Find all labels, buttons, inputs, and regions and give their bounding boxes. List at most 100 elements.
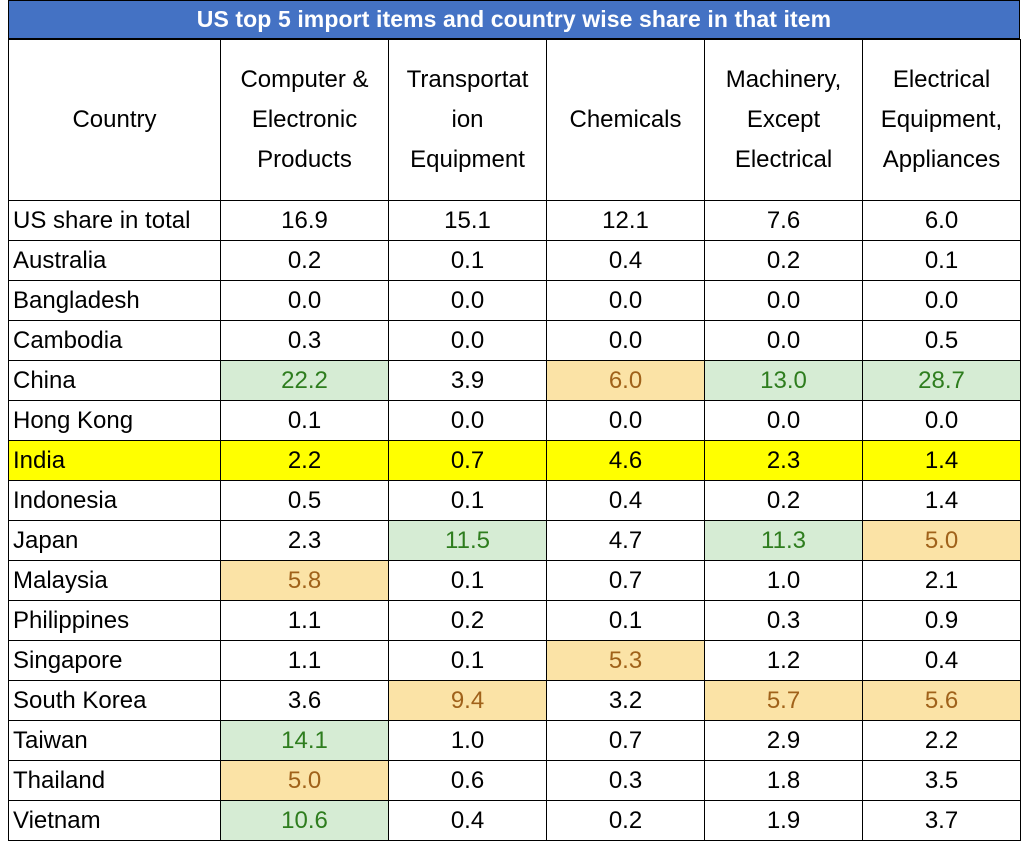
data-table-container: US top 5 import items and country wise s…: [8, 0, 1021, 841]
column-header-line: Except: [746, 106, 821, 133]
value-cell: 12.1: [546, 200, 705, 241]
value-cell: 1.2: [704, 640, 863, 681]
country-cell: Japan: [8, 520, 221, 561]
value-cell: 2.3: [704, 440, 863, 481]
value-cell: 28.7: [862, 360, 1021, 401]
country-cell: Philippines: [8, 600, 221, 641]
value-cell: 5.6: [862, 680, 1021, 721]
value-cell: 0.6: [388, 760, 547, 801]
country-cell: Cambodia: [8, 320, 221, 361]
value-cell: 9.4: [388, 680, 547, 721]
value-cell: 5.3: [546, 640, 705, 681]
value-cell: 0.0: [862, 280, 1021, 321]
column-header-line: Transportat: [406, 66, 529, 93]
value-cell: 0.2: [388, 600, 547, 641]
column-header-line: Computer &: [240, 66, 369, 93]
value-cell: 3.2: [546, 680, 705, 721]
country-cell: Bangladesh: [8, 280, 221, 321]
country-cell: India: [8, 440, 221, 481]
value-cell: 11.5: [388, 520, 547, 561]
value-cell: 1.0: [388, 720, 547, 761]
value-cell: 0.0: [862, 400, 1021, 441]
value-cell: 0.3: [546, 760, 705, 801]
value-cell: 0.1: [388, 640, 547, 681]
value-cell: 0.0: [704, 320, 863, 361]
country-cell: Hong Kong: [8, 400, 221, 441]
column-header-line: Electronic: [251, 106, 358, 133]
value-cell: 3.7: [862, 800, 1021, 841]
table-row: India 2.2 0.7 4.6 2.3 1.4: [8, 440, 1021, 481]
country-cell: Vietnam: [8, 800, 221, 841]
country-cell: Australia: [8, 240, 221, 281]
country-cell: Singapore: [8, 640, 221, 681]
value-cell: 0.2: [546, 800, 705, 841]
column-header: Transportat ion Equipment: [388, 39, 547, 201]
value-cell: 5.8: [220, 560, 389, 601]
value-cell: 0.0: [704, 400, 863, 441]
value-cell: 22.2: [220, 360, 389, 401]
value-cell: 0.1: [862, 240, 1021, 281]
table-row: Australia 0.2 0.1 0.4 0.2 0.1: [8, 240, 1021, 281]
table-row: Japan 2.3 11.5 4.7 11.3 5.0: [8, 520, 1021, 561]
column-header: Computer & Electronic Products: [220, 39, 389, 201]
import-share-table: Country Computer & Electronic Products Trans…: [8, 39, 1021, 841]
value-cell: 5.0: [220, 760, 389, 801]
value-cell: 0.4: [862, 640, 1021, 681]
column-header-line: Equipment: [410, 146, 525, 173]
column-header-line: Machinery,: [725, 66, 842, 93]
value-cell: 2.9: [704, 720, 863, 761]
value-cell: 14.1: [220, 720, 389, 761]
value-cell: 0.0: [220, 280, 389, 321]
value-cell: 0.7: [546, 720, 705, 761]
value-cell: 2.1: [862, 560, 1021, 601]
table-title: US top 5 import items and country wise s…: [8, 0, 1020, 39]
value-cell: 0.3: [220, 320, 389, 361]
value-cell: 5.0: [862, 520, 1021, 561]
value-cell: 0.0: [388, 400, 547, 441]
country-cell: US share in total: [8, 200, 221, 241]
value-cell: 5.7: [704, 680, 863, 721]
value-cell: 0.1: [388, 480, 547, 521]
value-cell: 2.3: [220, 520, 389, 561]
value-cell: 1.8: [704, 760, 863, 801]
value-cell: 2.2: [862, 720, 1021, 761]
country-cell: Malaysia: [8, 560, 221, 601]
column-header: Country: [8, 39, 221, 201]
table-row: Taiwan 14.1 1.0 0.7 2.9 2.2: [8, 720, 1021, 761]
value-cell: 1.1: [220, 600, 389, 641]
country-cell: Taiwan: [8, 720, 221, 761]
value-cell: 0.4: [546, 240, 705, 281]
table-row: Thailand 5.0 0.6 0.3 1.8 3.5: [8, 760, 1021, 801]
value-cell: 1.9: [704, 800, 863, 841]
value-cell: 0.1: [220, 400, 389, 441]
value-cell: 0.5: [862, 320, 1021, 361]
value-cell: 0.2: [704, 240, 863, 281]
value-cell: 0.0: [388, 280, 547, 321]
value-cell: 0.5: [220, 480, 389, 521]
table-row: Hong Kong 0.1 0.0 0.0 0.0 0.0: [8, 400, 1021, 441]
table-row: Bangladesh 0.0 0.0 0.0 0.0 0.0: [8, 280, 1021, 321]
table-row: Malaysia 5.8 0.1 0.7 1.0 2.1: [8, 560, 1021, 601]
value-cell: 0.9: [862, 600, 1021, 641]
value-cell: 1.1: [220, 640, 389, 681]
column-header-line: Country: [72, 106, 157, 133]
column-header-line: Chemicals: [569, 106, 682, 133]
table-header: Country Computer & Electronic Products Trans…: [8, 39, 1021, 201]
value-cell: 1.0: [704, 560, 863, 601]
column-header-line: Electrical: [734, 146, 833, 173]
column-header-line: Appliances: [882, 146, 1001, 173]
value-cell: 3.6: [220, 680, 389, 721]
value-cell: 0.2: [704, 480, 863, 521]
value-cell: 0.4: [388, 800, 547, 841]
value-cell: 0.0: [546, 400, 705, 441]
value-cell: 0.0: [388, 320, 547, 361]
country-cell: China: [8, 360, 221, 401]
column-header: Chemicals: [546, 39, 705, 201]
value-cell: 0.0: [546, 280, 705, 321]
table-row: Philippines 1.1 0.2 0.1 0.3 0.9: [8, 600, 1021, 641]
table-row: US share in total 16.9 15.1 12.1 7.6 6.0: [8, 200, 1021, 241]
value-cell: 3.9: [388, 360, 547, 401]
header-row: Country Computer & Electronic Products Trans…: [8, 39, 1021, 201]
country-cell: Indonesia: [8, 480, 221, 521]
table-row: South Korea 3.6 9.4 3.2 5.7 5.6: [8, 680, 1021, 721]
